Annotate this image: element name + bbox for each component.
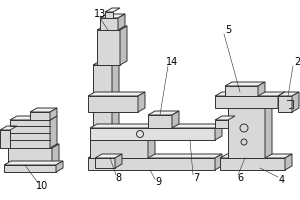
Polygon shape	[228, 102, 265, 158]
Polygon shape	[105, 8, 120, 12]
Text: 8: 8	[115, 173, 121, 183]
Polygon shape	[93, 65, 112, 140]
Polygon shape	[4, 165, 56, 172]
Text: 10: 10	[36, 181, 48, 191]
Polygon shape	[56, 161, 63, 172]
Polygon shape	[8, 148, 52, 165]
Polygon shape	[4, 161, 63, 165]
Polygon shape	[148, 115, 172, 128]
Polygon shape	[30, 108, 57, 112]
Polygon shape	[220, 154, 292, 158]
Polygon shape	[30, 112, 50, 120]
Polygon shape	[0, 126, 17, 130]
Polygon shape	[278, 92, 299, 96]
Polygon shape	[97, 30, 120, 65]
Text: 14: 14	[166, 57, 178, 67]
Polygon shape	[100, 18, 118, 30]
Polygon shape	[95, 154, 122, 158]
Polygon shape	[148, 111, 179, 115]
Polygon shape	[90, 124, 222, 128]
Polygon shape	[258, 82, 265, 96]
Polygon shape	[278, 92, 285, 108]
Polygon shape	[50, 108, 57, 120]
Polygon shape	[10, 116, 57, 120]
Polygon shape	[100, 14, 125, 18]
Text: 13: 13	[94, 9, 106, 19]
Text: 7: 7	[193, 173, 199, 183]
Polygon shape	[90, 136, 155, 140]
Polygon shape	[278, 96, 292, 112]
Polygon shape	[215, 124, 222, 140]
Polygon shape	[215, 92, 285, 96]
Polygon shape	[88, 158, 215, 170]
Polygon shape	[88, 154, 222, 158]
Polygon shape	[225, 86, 258, 96]
Polygon shape	[10, 120, 50, 148]
Polygon shape	[52, 144, 59, 165]
Text: 4: 4	[279, 175, 285, 185]
Polygon shape	[97, 26, 127, 30]
Polygon shape	[215, 116, 235, 120]
Polygon shape	[215, 96, 278, 108]
Polygon shape	[225, 82, 265, 86]
Polygon shape	[148, 136, 155, 158]
Polygon shape	[215, 154, 222, 170]
Polygon shape	[118, 14, 125, 30]
Polygon shape	[105, 12, 113, 18]
Text: 5: 5	[225, 25, 231, 35]
Polygon shape	[93, 61, 119, 65]
Polygon shape	[228, 98, 272, 102]
Polygon shape	[112, 61, 119, 140]
Polygon shape	[220, 158, 285, 170]
Polygon shape	[138, 92, 145, 112]
Polygon shape	[90, 128, 215, 140]
Polygon shape	[265, 98, 272, 158]
Polygon shape	[8, 144, 59, 148]
Polygon shape	[172, 111, 179, 128]
Polygon shape	[115, 154, 122, 168]
Text: 9: 9	[155, 177, 161, 187]
Polygon shape	[285, 154, 292, 170]
Polygon shape	[292, 92, 299, 112]
Polygon shape	[90, 140, 148, 158]
Polygon shape	[120, 26, 127, 65]
Text: 6: 6	[237, 173, 243, 183]
Text: 2: 2	[294, 57, 300, 67]
Polygon shape	[95, 158, 115, 168]
Polygon shape	[50, 116, 57, 148]
Polygon shape	[88, 96, 138, 112]
Polygon shape	[215, 120, 228, 128]
Polygon shape	[88, 92, 145, 96]
Polygon shape	[0, 130, 10, 148]
